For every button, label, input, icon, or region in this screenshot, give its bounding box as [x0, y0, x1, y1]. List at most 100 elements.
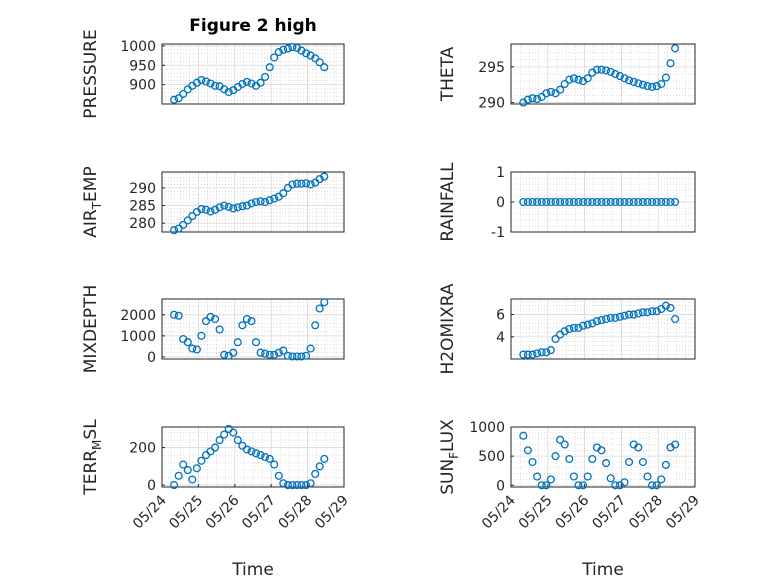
data-point: [270, 350, 279, 359]
data-point: [315, 462, 324, 471]
data-point: [183, 216, 192, 225]
data-point: [597, 65, 606, 74]
y-tick-label: 290: [129, 181, 156, 197]
data-point: [542, 89, 551, 98]
data-point: [297, 481, 306, 490]
data-point: [288, 352, 297, 361]
data-point: [569, 323, 578, 332]
data-point: [638, 308, 647, 317]
y-axis-label: H2OMIXRA: [438, 283, 458, 374]
data-point: [661, 197, 670, 207]
data-point: [615, 312, 624, 321]
data-point: [569, 197, 578, 207]
axes-border: [510, 298, 696, 360]
data-point: [315, 58, 324, 67]
data-point: [320, 454, 329, 463]
data-point: [542, 348, 551, 357]
data-point: [188, 344, 197, 353]
data-point: [283, 44, 292, 53]
data-point: [297, 179, 306, 188]
data-point: [597, 197, 606, 207]
data-point: [551, 197, 560, 207]
data-point: [638, 80, 647, 89]
data-point: [652, 481, 661, 490]
data-point: [634, 79, 643, 88]
data-point: [270, 460, 279, 469]
y-tick-label: 200: [129, 441, 156, 457]
data-point: [625, 76, 634, 85]
data-point: [302, 351, 311, 360]
data-point: [634, 309, 643, 318]
data-point: [661, 460, 670, 469]
data-point: [579, 481, 588, 490]
data-point: [292, 179, 302, 188]
data-point: [620, 197, 629, 207]
data-point: [242, 445, 251, 454]
data-point: [265, 350, 274, 359]
data-point: [261, 452, 270, 462]
data-point: [648, 82, 657, 91]
data-point: [238, 79, 247, 88]
data-point: [247, 317, 256, 326]
data-point: [288, 43, 297, 52]
data-point: [302, 481, 311, 490]
y-tick-label: 1000: [120, 39, 156, 55]
data-point: [597, 446, 606, 455]
data-point: [192, 464, 201, 473]
data-point: [583, 320, 592, 329]
data-point: [560, 79, 569, 89]
data-point: [588, 454, 597, 464]
data-point: [279, 45, 288, 54]
data-point: [261, 349, 270, 358]
data-point: [629, 197, 638, 207]
data-point: [620, 311, 629, 320]
data-point: [265, 196, 274, 205]
x-tick-label: 05/25: [166, 493, 206, 533]
x-tick-label: 05/29: [663, 493, 703, 533]
data-point: [283, 481, 292, 490]
data-point: [523, 350, 532, 359]
data-point: [311, 54, 320, 63]
data-point: [220, 350, 229, 359]
data-point: [211, 81, 220, 90]
data-point: [302, 49, 311, 58]
data-point: [197, 331, 206, 340]
data-point: [251, 338, 261, 347]
data-point: [560, 440, 569, 449]
data-point: [224, 87, 233, 97]
axes-border: [510, 171, 696, 233]
data-point: [537, 481, 546, 490]
subplot-8: 0 500 1000 SUNFLUX 05/2405/2505/2605/2705/28…: [438, 419, 703, 580]
y-tick-label: -1: [491, 225, 505, 241]
x-tick-label: 05/25: [516, 493, 556, 533]
data-point: [261, 72, 270, 81]
data-point: [671, 197, 680, 207]
x-tick-label: 05/24: [130, 492, 170, 532]
data-point: [283, 351, 292, 360]
x-tick-label: 05/24: [479, 492, 519, 532]
data-point: [652, 197, 661, 207]
data-point: [671, 314, 680, 324]
data-point: [170, 226, 179, 235]
y-tick-label: 900: [129, 78, 156, 94]
data-point: [528, 457, 537, 467]
axes-border: [161, 426, 345, 488]
data-point: [274, 48, 283, 57]
data-point: [537, 197, 546, 207]
data-point: [238, 202, 247, 211]
data-point: [634, 197, 643, 207]
data-point: [523, 197, 532, 207]
data-point: [592, 317, 601, 326]
y-axis-label: AIRTEMP: [81, 166, 104, 237]
data-point: [657, 475, 666, 484]
data-point: [560, 197, 569, 207]
data-point: [279, 479, 288, 488]
data-point: [583, 472, 592, 481]
data-point: [238, 321, 247, 330]
subplot-6: 4 6 H2OMIXRA: [438, 283, 696, 375]
data-point: [251, 449, 261, 458]
y-tick-label: 290: [478, 96, 505, 112]
x-tick-label: 05/29: [312, 493, 352, 533]
data-point: [170, 95, 179, 104]
